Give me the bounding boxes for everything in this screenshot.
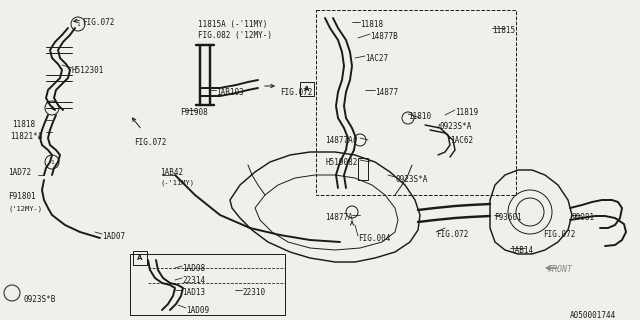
Text: 1AB42: 1AB42 [160,168,183,177]
Text: FRONT: FRONT [548,265,573,274]
Text: 1AD09: 1AD09 [186,306,209,315]
Text: H512301: H512301 [72,66,104,75]
Bar [316,10,516,195]
Text: 1AC27: 1AC27 [365,54,388,63]
Text: FIG.072: FIG.072 [543,230,575,239]
Text: 0923S*A: 0923S*A [440,122,472,131]
Text: FIG.072: FIG.072 [436,230,468,239]
Bar [130,254,285,315]
Text: F91801: F91801 [8,192,36,201]
Text: 0923S*B: 0923S*B [24,295,56,304]
Text: 11818: 11818 [12,120,35,129]
Text: A050001744: A050001744 [570,311,616,320]
Text: 1AB14: 1AB14 [510,246,533,255]
Text: FIG.072: FIG.072 [134,138,166,147]
Text: 11819: 11819 [455,108,478,117]
Text: A: A [304,86,310,92]
Text: 99081: 99081 [572,213,595,222]
Bar [300,82,314,96]
Text: 11810: 11810 [408,112,431,121]
Text: 1AD08: 1AD08 [182,264,205,273]
Text: F91908: F91908 [180,108,208,117]
Text: 1AD13: 1AD13 [182,288,205,297]
Text: H519082: H519082 [325,158,357,167]
Text: 22314: 22314 [182,276,205,285]
Bar [133,251,147,265]
Text: 0923S*A: 0923S*A [395,175,428,184]
Text: 11821*A: 11821*A [10,132,42,141]
Text: 22310: 22310 [242,288,265,297]
Text: 11815: 11815 [492,26,515,35]
Text: 14877A: 14877A [325,136,353,145]
Text: 1AD72: 1AD72 [8,168,31,177]
Text: 1AB103: 1AB103 [216,88,244,97]
Text: ('12MY-): ('12MY-) [8,205,42,212]
Text: 11818: 11818 [360,20,383,29]
Text: FIG.004: FIG.004 [358,234,390,243]
Text: (-'11MY): (-'11MY) [160,179,194,186]
Text: 1AD07: 1AD07 [102,232,125,241]
Text: FIG.072: FIG.072 [280,88,312,97]
Text: A: A [138,255,143,261]
Text: 14877B: 14877B [370,32,397,41]
Text: FIG.072: FIG.072 [82,18,115,27]
Text: 14877: 14877 [375,88,398,97]
Text: 1: 1 [76,21,80,27]
Text: 1AC62: 1AC62 [450,136,473,145]
Text: 1: 1 [50,159,54,164]
Text: 14877A: 14877A [325,213,353,222]
Bar [358,158,368,180]
Text: 11815A (-'11MY): 11815A (-'11MY) [198,20,268,29]
Text: F93601: F93601 [494,213,522,222]
Text: 1: 1 [50,106,54,110]
Text: FIG.082 ('12MY-): FIG.082 ('12MY-) [198,31,272,40]
